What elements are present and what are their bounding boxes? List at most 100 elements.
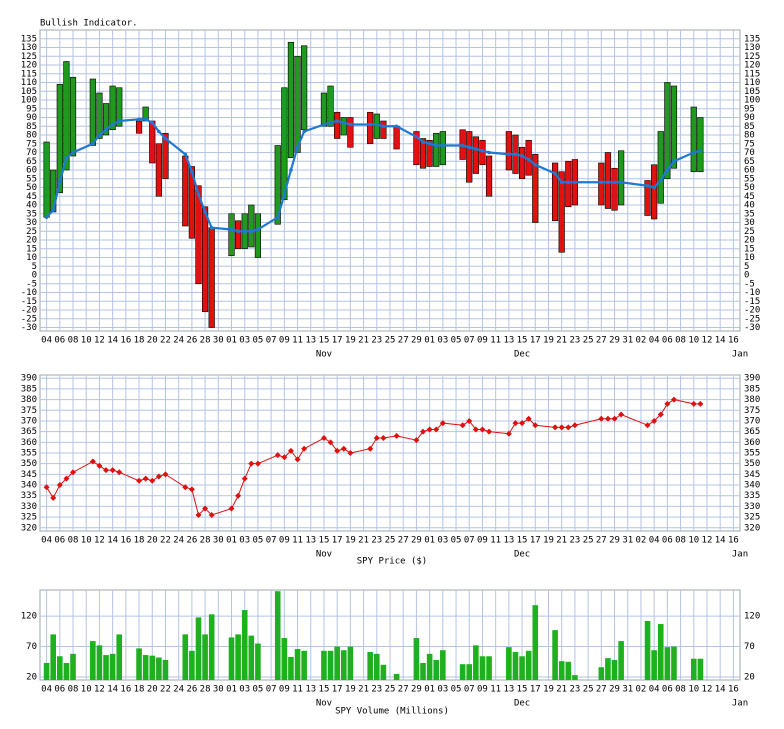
x-tick-label: 12 [94, 536, 105, 546]
y-tick-label-right: 80 [744, 131, 755, 141]
x-tick-label: 06 [662, 536, 673, 546]
volume-bar [281, 638, 288, 680]
ma-point [150, 120, 155, 125]
x-tick-label: 20 [147, 685, 158, 695]
y-tick-label: 40 [26, 201, 37, 211]
price-point [63, 475, 70, 482]
price-point [618, 411, 625, 418]
volume-bar [116, 634, 123, 680]
x-tick-label: 29 [411, 685, 422, 695]
y-tick-label: 370 [21, 416, 37, 426]
x-tick-label: 17 [530, 536, 541, 546]
x-tick-label: 11 [490, 336, 501, 346]
panel-title: SPY Price ($) [357, 557, 427, 567]
y-tick-label-right: 380 [744, 395, 760, 405]
ma-point [91, 141, 95, 146]
y-tick-label-right: 115 [744, 69, 760, 79]
x-tick-label: 25 [583, 336, 594, 346]
x-tick-label: 21 [556, 536, 567, 546]
x-tick-label: 29 [411, 536, 422, 546]
volume-bar [552, 630, 558, 680]
price-point [505, 430, 512, 437]
volume-bar [572, 675, 578, 680]
y-tick-label-right: 5 [744, 262, 749, 272]
indicator-bar [96, 92, 103, 139]
y-tick-label: 390 [21, 374, 37, 384]
y-tick-label-right: 15 [744, 244, 755, 254]
x-tick-label: 15 [517, 336, 528, 346]
volume-bar [136, 648, 142, 680]
price-point [532, 422, 539, 429]
y-tick-label: 120 [21, 61, 37, 71]
price-point [486, 428, 493, 435]
x-tick-label: 09 [279, 336, 290, 346]
x-tick-label: 01 [226, 536, 237, 546]
volume-bar [413, 638, 420, 680]
price-point [367, 445, 374, 452]
x-tick-label: 07 [464, 536, 475, 546]
price-point [604, 415, 611, 422]
indicator-bar [149, 120, 156, 164]
ma-point [203, 210, 207, 214]
price-point [89, 458, 96, 465]
x-tick-label: 12 [702, 685, 713, 695]
ma-point [137, 117, 141, 122]
y-tick-label-right: 130 [744, 43, 760, 53]
x-tick-label: 13 [305, 685, 316, 695]
x-tick-label: 04 [41, 685, 52, 695]
indicator-bar [505, 131, 512, 171]
x-tick-label: 11 [292, 536, 303, 546]
x-tick-label: 15 [319, 536, 330, 546]
y-tick-label-right: 330 [744, 502, 760, 512]
indicator-bar [419, 138, 427, 169]
y-tick-label-right: 125 [744, 52, 760, 62]
ma-point [97, 133, 102, 137]
x-tick-label: 17 [332, 336, 343, 346]
x-tick-label: 01 [226, 336, 237, 346]
volume-bar [459, 664, 466, 680]
volume-bar [255, 643, 261, 680]
indicator-bar [43, 141, 50, 218]
x-tick-label: 27 [398, 685, 409, 695]
x-tick-label: 09 [477, 336, 488, 346]
ma-point [573, 180, 577, 185]
y-tick-label: 325 [21, 513, 37, 523]
x-tick-label: 18 [134, 685, 145, 695]
volume-bar [486, 656, 492, 680]
volume-bar [156, 657, 162, 680]
ma-point [487, 150, 491, 155]
x-tick-label: 03 [239, 336, 250, 346]
indicator-bar [195, 185, 202, 285]
volume-bar [466, 664, 473, 680]
price-point [241, 475, 248, 482]
y-tick-label: 125 [21, 52, 37, 62]
ma-point [44, 215, 49, 220]
indicator-bar [433, 132, 440, 167]
x-tick-label: 29 [609, 536, 620, 546]
price-point [552, 424, 559, 431]
indicator-bar [182, 155, 189, 227]
y-tick-label-right: 65 [744, 157, 755, 167]
y-tick-label: 20 [26, 672, 37, 682]
y-tick-label: 115 [21, 69, 37, 79]
y-tick-label-right: 325 [744, 513, 760, 523]
y-tick-label-right: 100 [744, 96, 760, 106]
price-point [459, 422, 466, 429]
price-point [149, 477, 156, 484]
x-tick-label: 25 [385, 685, 396, 695]
price-point [512, 420, 519, 427]
price-point [274, 452, 281, 459]
x-tick-label: 22 [160, 685, 171, 695]
x-tick-label: 02 [636, 685, 647, 695]
ma-point [553, 171, 557, 176]
volume-bar [651, 650, 657, 680]
x-tick-label: 17 [530, 336, 541, 346]
x-tick-label: 07 [266, 685, 277, 695]
y-tick-label: 5 [32, 262, 37, 272]
price-point [320, 435, 327, 442]
y-tick-label: 320 [21, 523, 37, 533]
y-tick-label-right: -30 [744, 323, 760, 333]
x-tick-label: 17 [332, 536, 343, 546]
price-point [281, 454, 288, 461]
volume-bar [202, 634, 208, 680]
